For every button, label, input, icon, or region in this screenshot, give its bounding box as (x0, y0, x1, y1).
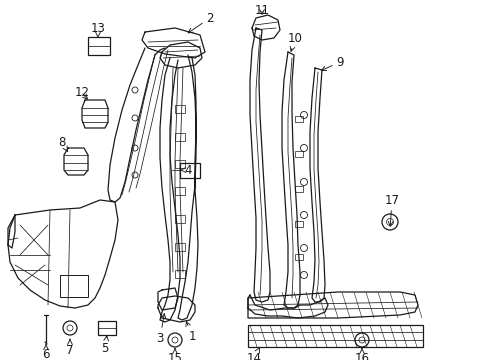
Bar (294, 221, 303, 227)
Text: 8: 8 (58, 135, 67, 152)
Text: 1: 1 (185, 321, 195, 342)
Text: 7: 7 (66, 339, 74, 356)
Text: 2: 2 (188, 12, 213, 33)
Bar (175, 243, 184, 251)
Text: 6: 6 (42, 344, 50, 360)
Text: 14: 14 (246, 347, 261, 360)
Bar (175, 270, 184, 278)
Text: 11: 11 (254, 4, 269, 17)
Bar (294, 254, 303, 260)
Bar (175, 187, 184, 195)
Bar (294, 186, 303, 192)
Bar (88, 37, 110, 55)
Bar (60, 275, 88, 297)
Text: 12: 12 (74, 86, 89, 99)
Text: 3: 3 (156, 314, 165, 345)
Bar (294, 151, 303, 157)
Bar (180, 163, 200, 178)
Bar (175, 133, 184, 141)
Text: 16: 16 (354, 348, 369, 360)
Text: 15: 15 (167, 348, 182, 360)
Text: 4: 4 (180, 163, 191, 176)
Text: 9: 9 (321, 55, 343, 71)
Bar (98, 321, 116, 335)
Text: 5: 5 (101, 336, 108, 355)
Bar (247, 325, 422, 347)
Bar (175, 105, 184, 113)
Bar (294, 116, 303, 122)
Text: 10: 10 (287, 31, 302, 51)
Bar (175, 160, 184, 168)
Text: 13: 13 (90, 22, 105, 37)
Text: 17: 17 (384, 194, 399, 226)
Bar (175, 215, 184, 223)
